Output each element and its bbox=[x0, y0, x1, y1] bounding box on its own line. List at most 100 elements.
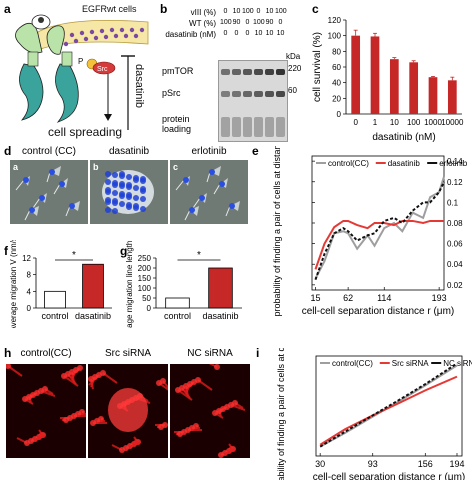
cell-process bbox=[225, 205, 231, 217]
blot-lane-value: 0 bbox=[245, 30, 250, 37]
micrograph-sublabel: a bbox=[13, 162, 19, 172]
micrograph-sublabel: c bbox=[173, 162, 179, 172]
nucleus bbox=[49, 169, 55, 175]
x-tick-label: 30 bbox=[315, 459, 325, 469]
bar-control bbox=[165, 297, 190, 309]
series-dasatinib bbox=[314, 219, 444, 270]
plot-frame bbox=[315, 355, 463, 457]
cell-spreading-label: cell spreading bbox=[48, 125, 122, 139]
y-tick-label: 120 bbox=[328, 16, 342, 25]
panel-letter-d: d bbox=[4, 144, 12, 158]
x-tick-label: control bbox=[41, 311, 68, 321]
micrograph-image bbox=[6, 364, 86, 458]
blot-lane-value: 0 bbox=[223, 30, 228, 37]
blot-band bbox=[221, 91, 230, 97]
nucleus bbox=[126, 192, 132, 198]
micrograph-image: a bbox=[10, 160, 88, 224]
x-tick-label: dasatinib bbox=[75, 311, 111, 321]
y-tick-label: 0 bbox=[27, 304, 32, 313]
cell-body bbox=[63, 417, 69, 423]
blot-lane-value: 10 bbox=[254, 30, 263, 37]
bar-1000 bbox=[428, 77, 438, 114]
x-tick-label: 93 bbox=[368, 459, 378, 469]
cell-process bbox=[53, 183, 61, 195]
y-axis-label: probability of finding a pair of cells a… bbox=[276, 348, 286, 480]
kda-label: kDa bbox=[286, 52, 301, 61]
series-control-cc- bbox=[314, 176, 445, 280]
cell-body bbox=[175, 387, 181, 393]
x-tick-label: 62 bbox=[343, 293, 353, 303]
nucleus bbox=[126, 182, 132, 188]
micrograph-row-d: control (CC) a dasatinib b erlotinib c bbox=[10, 146, 248, 226]
nucleus bbox=[39, 195, 45, 201]
nucleus bbox=[140, 206, 146, 212]
y-tick-label: 0.12 bbox=[447, 178, 463, 187]
blot-row-label: vIII (%) bbox=[190, 8, 216, 17]
blot-kda-marker: 220 bbox=[288, 64, 302, 73]
micrograph-image: c bbox=[170, 160, 248, 224]
panel-letter-b: b bbox=[160, 2, 168, 16]
blot-lane-value: 90 bbox=[232, 19, 241, 26]
nucleus bbox=[140, 176, 146, 182]
cell-process bbox=[32, 197, 41, 209]
nucleus bbox=[105, 197, 111, 203]
x-tick-label: 1000 bbox=[424, 118, 442, 127]
blot-lane-value: 10 bbox=[276, 30, 285, 37]
nucleus bbox=[133, 203, 139, 209]
micrograph-title: erlotinib bbox=[191, 146, 227, 157]
nucleus bbox=[69, 203, 75, 209]
blot-lane-value: 100 bbox=[242, 8, 254, 15]
cell-body bbox=[158, 424, 164, 430]
blot-row-label: WT (%) bbox=[189, 19, 216, 28]
src-label: Src bbox=[97, 66, 108, 73]
x-tick-label: 114 bbox=[377, 293, 391, 303]
blot-band bbox=[276, 91, 285, 97]
nucleus bbox=[105, 187, 111, 193]
blot-band bbox=[232, 91, 241, 97]
blot-band bbox=[232, 117, 241, 137]
nucleus bbox=[112, 190, 118, 196]
series-src-sirna bbox=[319, 375, 458, 446]
blot-lane-value: 0 bbox=[223, 8, 228, 15]
nucleus bbox=[112, 198, 118, 204]
arrow-head bbox=[104, 114, 112, 121]
x-axis-label: cell-cell separation distance r (μm) bbox=[313, 472, 465, 480]
blot-band bbox=[265, 117, 274, 137]
significance-mark: * bbox=[72, 250, 76, 261]
micrograph-cells bbox=[175, 166, 240, 221]
cell-process bbox=[15, 179, 25, 191]
blot-lane-value: 100 bbox=[275, 8, 287, 15]
ligand-core bbox=[38, 17, 44, 23]
nucleus bbox=[209, 169, 215, 175]
series-nc-sirna bbox=[319, 362, 458, 448]
legend-label: control(CC) bbox=[328, 159, 369, 168]
y-tick-label: 0.14 bbox=[447, 157, 463, 166]
cell-body bbox=[61, 373, 67, 379]
micrograph-sublabel: b bbox=[93, 162, 99, 172]
chart-i-pair-probability: 30 93 156 194 control(CC) Src siRNA NC siRNA ce… bbox=[276, 348, 472, 480]
blot-row-label: dasatinib (nM) bbox=[165, 30, 216, 39]
bar-1 bbox=[370, 36, 380, 115]
blot-band bbox=[276, 117, 285, 137]
cell-process bbox=[65, 205, 71, 217]
cell-body bbox=[156, 380, 162, 386]
blot-lane-value: 10 bbox=[232, 8, 241, 15]
micrograph-cells bbox=[15, 166, 80, 221]
micrograph-cells bbox=[88, 370, 168, 453]
cell-process bbox=[24, 209, 31, 221]
y-tick-label: 12 bbox=[22, 254, 31, 263]
panel-letter-f: f bbox=[4, 244, 8, 258]
cell-process bbox=[206, 171, 211, 183]
micrograph-cells bbox=[6, 364, 86, 446]
bar-control bbox=[44, 290, 66, 309]
nucleus bbox=[119, 191, 125, 197]
x-tick-label: 193 bbox=[432, 293, 447, 303]
micrograph-title: dasatinib bbox=[108, 146, 150, 157]
y-tick-label: 0.02 bbox=[447, 281, 463, 290]
nucleus bbox=[112, 172, 118, 178]
x-axis-label: dasatinib (nM) bbox=[372, 132, 435, 143]
legend-label: NC siRNA bbox=[443, 359, 472, 368]
blot-band bbox=[243, 91, 252, 97]
y-tick-label: 250 bbox=[138, 254, 152, 263]
